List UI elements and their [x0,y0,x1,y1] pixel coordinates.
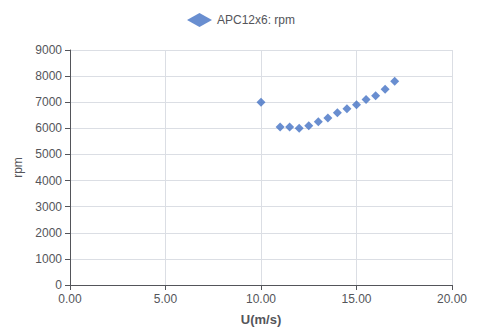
svg-text:5000: 5000 [35,147,62,161]
svg-text:4000: 4000 [35,174,62,188]
svg-text:APC12x6: rpm: APC12x6: rpm [217,13,295,27]
svg-text:5.00: 5.00 [154,292,178,306]
svg-text:1000: 1000 [35,252,62,266]
svg-text:8000: 8000 [35,69,62,83]
svg-text:0.00: 0.00 [58,292,82,306]
svg-text:U(m/s): U(m/s) [241,312,281,327]
svg-text:7000: 7000 [35,95,62,109]
svg-text:20.00: 20.00 [437,292,467,306]
svg-text:3000: 3000 [35,200,62,214]
svg-text:2000: 2000 [35,226,62,240]
svg-text:6000: 6000 [35,121,62,135]
svg-text:9000: 9000 [35,43,62,57]
svg-text:10.00: 10.00 [246,292,276,306]
svg-text:0: 0 [55,278,62,292]
svg-text:rpm: rpm [11,157,25,178]
svg-text:15.00: 15.00 [341,292,371,306]
